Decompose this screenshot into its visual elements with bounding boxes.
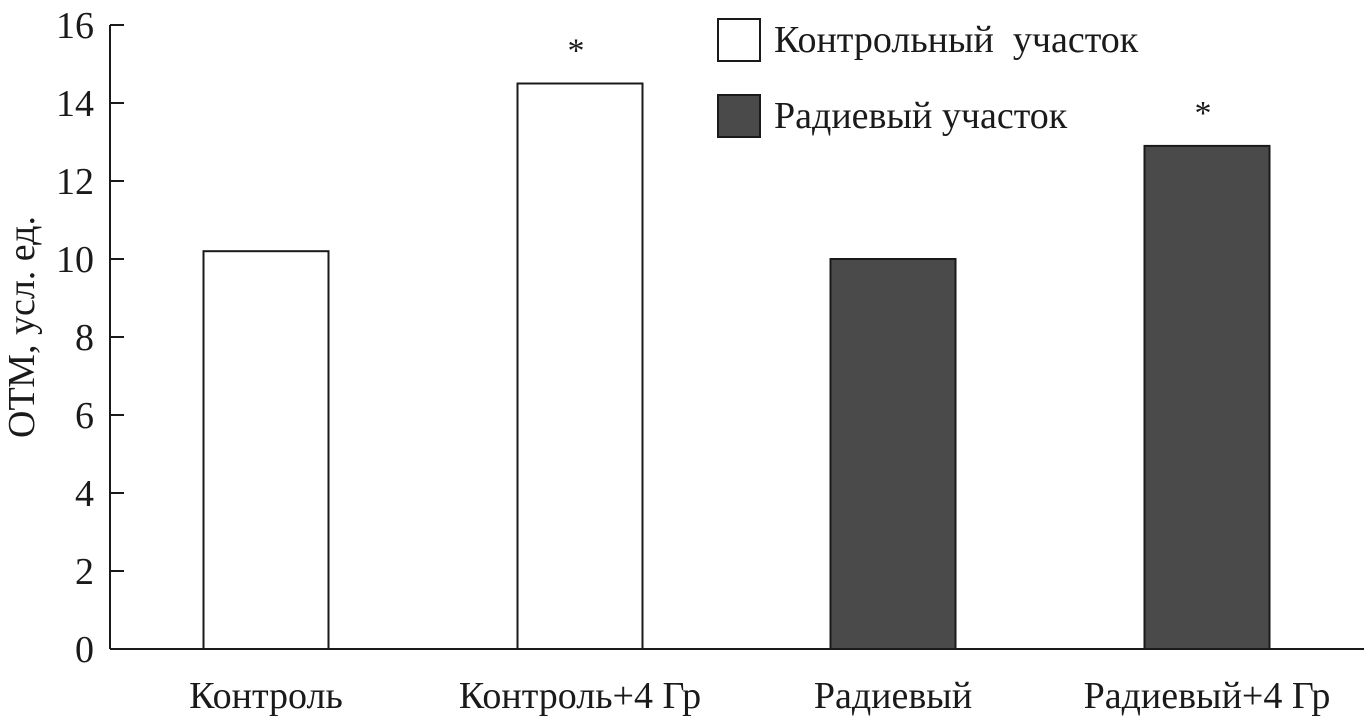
bar (516, 82, 644, 650)
legend-swatch (717, 18, 761, 62)
y-tick-label: 12 (56, 161, 94, 203)
bars (202, 82, 1271, 650)
significance-markers: ** (568, 33, 1212, 132)
y-tick-label: 0 (75, 629, 94, 671)
category-labels: Контроль Контроль+4 Гр Радиевый Радиевый+4 … (189, 675, 1330, 717)
y-tick-label: 2 (75, 551, 94, 593)
y-tick-label: 4 (75, 473, 94, 515)
y-tick-label: 16 (56, 5, 94, 47)
y-axis-ticks: 0 2 4 6 8 10 12 14 16 (56, 5, 124, 671)
y-axis-title: ОТМ, усл. ед. (1, 216, 43, 438)
y-tick-label: 14 (56, 83, 94, 125)
bar (202, 250, 330, 650)
significance-asterisk: * (568, 33, 585, 70)
x-category-label: Контроль+4 Гр (459, 675, 701, 717)
legend-label: Контрольный участок (774, 19, 1139, 61)
x-category-label: Радиевый (814, 675, 972, 717)
legend-label: Радиевый участок (774, 95, 1068, 137)
legend-swatch (717, 94, 761, 138)
y-tick-label: 10 (56, 239, 94, 281)
x-category-label: Радиевый+4 Гр (1084, 675, 1331, 717)
legend: Контрольный участок Радиевый участок (717, 18, 1139, 138)
bar (1143, 144, 1271, 650)
y-tick-label: 6 (75, 395, 94, 437)
bar (829, 258, 957, 650)
x-category-label: Контроль (189, 675, 343, 717)
significance-asterisk: * (1195, 95, 1212, 132)
y-tick-label: 8 (75, 317, 94, 359)
